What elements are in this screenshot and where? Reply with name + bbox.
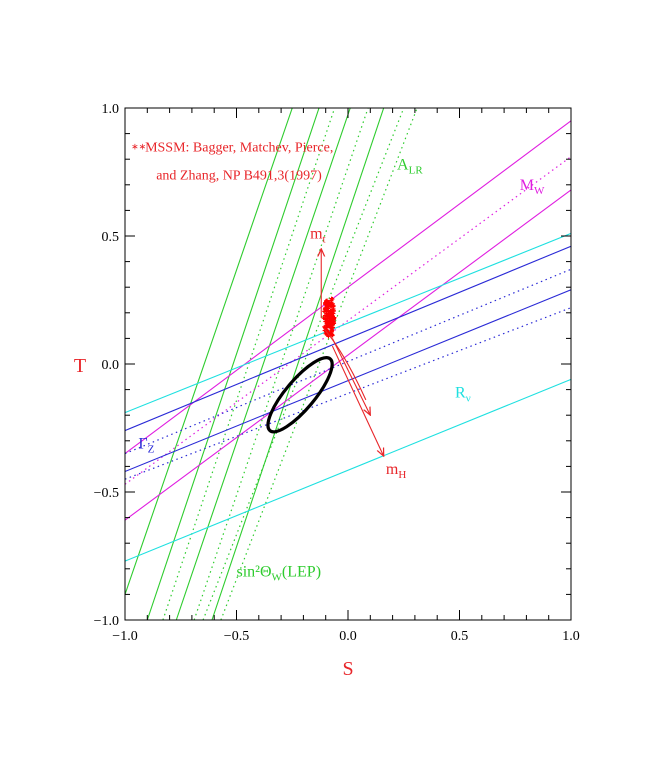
annotation-mssm_note_1: MSSM: Bagger, Matchev, Pierce,: [145, 141, 333, 156]
mssm-point: [323, 302, 328, 307]
R_v-line-1: [125, 232, 571, 414]
R_v-line-0: [125, 378, 571, 562]
label-sin2: sin²ΘW(LEP): [237, 563, 322, 583]
M_W-line-0: [125, 189, 571, 521]
label-sin2-main: sin²Θ: [237, 563, 272, 580]
arrows: [321, 249, 383, 456]
label-m_t-main: m: [310, 226, 323, 243]
label-R_v: Rν: [455, 384, 471, 404]
label-Gamma_Z-sub: Z: [148, 443, 155, 455]
arrow-trajectory-2: [331, 338, 370, 415]
mssm-point: [330, 296, 335, 301]
mssm-point: [331, 311, 336, 316]
label-A_LR: ALR: [397, 156, 423, 176]
mssm-point: [326, 312, 331, 317]
y-tick-label: 1.0: [102, 102, 120, 117]
label-m_H-sub: H: [398, 469, 406, 481]
y-tick-label: 0.5: [102, 230, 120, 245]
M_W-line-1: [125, 156, 571, 485]
mssm-point: [324, 325, 329, 330]
label-m_t: mt: [310, 226, 326, 246]
arrow-m_H: [331, 345, 383, 456]
y-axis-title: T: [74, 355, 86, 377]
mssm-point: [326, 304, 331, 309]
mssm-point: [331, 319, 336, 324]
M_W-line-2: [125, 120, 571, 455]
A_LR-line-3: [175, 108, 351, 620]
fit-ellipse: [266, 356, 334, 434]
x-tick-label: 0.5: [451, 629, 469, 644]
label-sin2-sub: W: [272, 571, 283, 583]
label-m_H-main: m: [386, 461, 399, 478]
mssm-point: [325, 323, 330, 328]
label-sin2-tail: (LEP): [282, 563, 321, 580]
fit-ellipse-outline: [266, 356, 334, 434]
x-tick-label: −0.5: [224, 629, 249, 644]
mssm-point: [323, 307, 328, 312]
mssm-point: [329, 332, 334, 337]
mssm-marker-icon: ∗∗: [131, 142, 146, 152]
label-R_v-sub: ν: [466, 392, 471, 404]
A_LR-line-4: [193, 108, 369, 620]
Gamma_Z-line-1: [125, 268, 571, 455]
axis-ticks: −1.0 −0.5 0.0 0.5 1.0 −1.0 −0.5 0.0 0.5 1.0: [94, 102, 580, 644]
y-tick-label: −0.5: [94, 486, 119, 501]
y-tick-label: 0.0: [102, 358, 120, 373]
arrow-curve: [323, 327, 367, 401]
mssm-scatter: [321, 296, 337, 339]
x-axis-title: S: [342, 658, 353, 680]
mssm-point: [325, 319, 330, 324]
annotations: MSSM: Bagger, Matchev, Pierce,∗∗ and Zhan…: [131, 141, 545, 584]
mssm-point: [326, 316, 331, 321]
x-tick-label: −1.0: [112, 629, 137, 644]
mssm-point: [329, 308, 334, 313]
label-A_LR-main: A: [397, 156, 409, 173]
label-R_v-main: R: [455, 384, 466, 401]
label-A_LR-sub: LR: [409, 164, 424, 176]
A_LR-line-2: [162, 108, 336, 620]
mssm-point: [322, 313, 327, 318]
y-tick-label: −1.0: [94, 614, 119, 629]
mssm-point: [323, 331, 328, 336]
mssm-point: [331, 325, 336, 330]
label-Gamma_Z: ΓZ: [138, 435, 154, 455]
Gamma_Z-line-2: [125, 245, 571, 432]
mssm-point: [329, 300, 334, 305]
Gamma_Z-line-3: [125, 307, 571, 480]
mssm-point: [331, 304, 336, 309]
x-tick-label: 0.0: [339, 629, 357, 644]
mssm-point: [329, 318, 334, 323]
label-M_W: MW: [520, 177, 545, 197]
A_LR-line-1: [146, 108, 320, 620]
x-tick-label: 1.0: [562, 629, 580, 644]
A_LR-line-0: [125, 108, 293, 595]
A_LR-line-5: [211, 108, 385, 620]
sin2-line-1: [220, 108, 418, 620]
annotation-mssm_note_2: and Zhang, NP B491,3(1997): [156, 169, 322, 184]
label-M_W-main: M: [520, 177, 534, 194]
label-m_t-sub: t: [323, 234, 326, 246]
label-M_W-sub: W: [534, 185, 545, 197]
label-Gamma_Z-main: Γ: [138, 435, 147, 452]
label-m_H: mH: [386, 461, 406, 481]
